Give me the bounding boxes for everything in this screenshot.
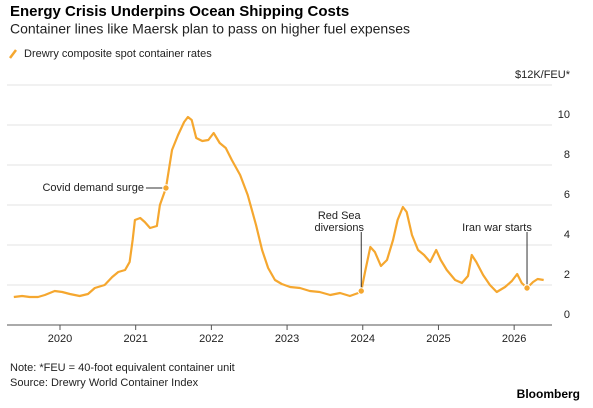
annotation: Red Sea [318, 210, 362, 222]
annotation: Covid demand surge [42, 182, 144, 194]
series-line [13, 115, 544, 299]
annotation-point [523, 284, 531, 292]
x-tick-label: 2020 [48, 333, 72, 345]
y-tick-label: 2 [564, 269, 570, 281]
y-tick-label: 0 [564, 309, 570, 321]
x-tick-label: 2025 [426, 333, 450, 345]
x-tick-label: 2023 [275, 333, 299, 345]
chart-title: Energy Crisis Underpins Ocean Shipping C… [10, 3, 349, 20]
annotation-point [357, 287, 365, 295]
y-tick-label: 10 [558, 109, 570, 121]
y-tick-label: 8 [564, 149, 570, 161]
y-tick-label: $12K/FEU* [515, 69, 571, 81]
x-tick-label: 2024 [351, 333, 375, 345]
annotation: diversions [314, 222, 364, 234]
y-tick-label: 6 [564, 189, 570, 201]
legend-swatch [9, 49, 17, 59]
x-tick-label: 2026 [502, 333, 526, 345]
note: Note: *FEU = 40-foot equivalent containe… [10, 362, 235, 374]
chart-subtitle: Container lines like Maersk plan to pass… [10, 21, 410, 37]
source: Source: Drewry World Container Index [10, 377, 199, 389]
legend-label: Drewry composite spot container rates [24, 48, 212, 60]
x-tick-label: 2022 [199, 333, 223, 345]
annotation: Iran war starts [462, 222, 532, 234]
y-tick-label: 4 [564, 229, 570, 241]
annotation-point [162, 184, 170, 192]
brand: Bloomberg [517, 387, 580, 401]
x-tick-label: 2021 [123, 333, 147, 345]
